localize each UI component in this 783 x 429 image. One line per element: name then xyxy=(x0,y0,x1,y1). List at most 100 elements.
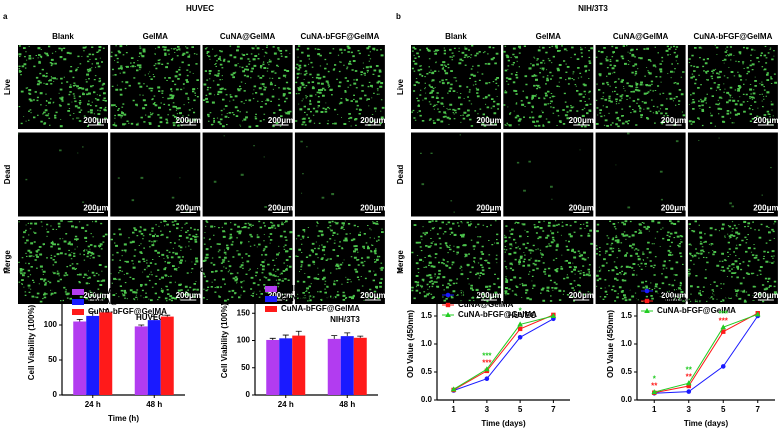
significance-label: ** xyxy=(686,365,693,374)
y-axis-label: Cell Viability (100%) xyxy=(27,304,36,380)
error-bar xyxy=(89,311,96,316)
legend-label: CuNA-bFGF@GelMA xyxy=(88,307,167,316)
bar xyxy=(134,326,148,395)
marker xyxy=(517,326,523,332)
scale-bar-label: 200μm xyxy=(476,291,501,300)
y-axis-label: OD Value (450nm) xyxy=(406,310,415,378)
y-tick-label: 200 xyxy=(237,281,251,290)
x-axis-label: Time (days) xyxy=(481,419,526,428)
error-bar xyxy=(151,316,158,321)
legend-label: CuNA@GelMA xyxy=(88,297,144,306)
cells xyxy=(110,220,199,302)
scale-bar-label: 200μm xyxy=(753,116,778,125)
micrograph xyxy=(411,132,501,217)
column-header: CuNA@GelMA xyxy=(220,32,276,41)
y-tick-label: 100 xyxy=(44,320,58,329)
significance-label: *** xyxy=(482,351,492,360)
significance-label: *** xyxy=(719,309,729,318)
cells xyxy=(411,220,501,303)
x-tick-label: 24 h xyxy=(278,400,294,409)
bar xyxy=(147,320,161,395)
significance-label: *** xyxy=(482,358,492,367)
error-bar xyxy=(344,332,351,337)
scale-bar-label: 200μm xyxy=(661,116,686,125)
scale-bar-label: 200μm xyxy=(83,204,108,213)
marker xyxy=(685,380,692,386)
chart-annotation: HUVEC xyxy=(136,313,164,322)
panel-title: NIH/3T3 xyxy=(578,4,608,13)
y-axis-label: Cell Viability (100%) xyxy=(220,302,229,378)
marker xyxy=(550,313,557,318)
x-tick-label: 48 h xyxy=(339,400,355,409)
scale-bar-label: 200μm xyxy=(360,291,385,300)
marker xyxy=(686,383,691,389)
scale-bar-label: 200μm xyxy=(753,204,778,213)
x-axis-label: Time (days) xyxy=(684,419,729,428)
marker xyxy=(651,389,658,395)
y-tick-label: 2.0 xyxy=(621,283,633,292)
cells xyxy=(18,45,107,128)
panel-letter: b xyxy=(396,12,401,21)
y-tick-label: 1.5 xyxy=(621,311,633,320)
marker xyxy=(754,311,761,317)
y-tick-label: 0.0 xyxy=(621,395,633,404)
legend-label: CuNA@GelMA xyxy=(458,300,514,309)
significance-label: * xyxy=(519,307,523,316)
panel-letter: e xyxy=(398,265,403,274)
error-bar xyxy=(76,319,83,322)
column-header: GelMA xyxy=(536,32,562,41)
x-tick-label: 3 xyxy=(485,405,490,414)
bar xyxy=(266,339,280,395)
panel-letter: d xyxy=(200,265,205,274)
scale-bar-label: 200μm xyxy=(176,116,201,125)
panel-letter: a xyxy=(3,12,8,21)
scale-bar-label: 200μm xyxy=(569,204,594,213)
row-label: Merge xyxy=(3,250,12,274)
x-tick-label: 3 xyxy=(687,405,692,414)
marker xyxy=(720,324,727,330)
micrograph xyxy=(595,132,686,217)
scale-bar-label: 200μm xyxy=(268,116,293,125)
marker xyxy=(644,298,650,304)
y-tick-label: 1.0 xyxy=(421,339,433,348)
x-tick-label: 1 xyxy=(652,405,657,414)
column-header: Blank xyxy=(445,32,467,41)
y-tick-label: 0.5 xyxy=(421,367,433,376)
bar xyxy=(327,338,341,395)
y-tick-label: 100 xyxy=(237,336,251,345)
y-tick-label: 0.5 xyxy=(621,367,633,376)
line xyxy=(654,315,759,394)
column-header: CuNA-bFGF@GelMA xyxy=(693,32,772,41)
panel-title: HUVEC xyxy=(186,4,214,13)
marker xyxy=(720,364,726,369)
legend-label: Blank xyxy=(657,286,679,295)
scale-bar-label: 200μm xyxy=(661,204,686,213)
scale-bar-label: 200μm xyxy=(268,291,293,300)
cells xyxy=(503,220,593,302)
y-axis-label: OD Value (450nm) xyxy=(606,310,615,378)
cells xyxy=(110,45,199,127)
scale-bar-label: 200μm xyxy=(569,116,594,125)
line xyxy=(453,315,554,390)
bar xyxy=(86,315,100,395)
marker xyxy=(644,288,650,294)
legend-swatch xyxy=(72,299,84,305)
legend-label: GelMA xyxy=(88,287,114,296)
chart-annotation: HUVEC xyxy=(508,311,536,320)
legend-label: CuNA@GelMA xyxy=(281,294,337,303)
column-header: Blank xyxy=(52,32,74,41)
error-bar xyxy=(331,335,338,339)
legend-swatch xyxy=(265,286,277,292)
row-label: Dead xyxy=(3,165,12,185)
marker xyxy=(445,312,451,317)
legend-swatch xyxy=(72,289,84,295)
bar xyxy=(279,338,293,395)
micrograph xyxy=(294,132,385,217)
legend-label: CuNA-bFGF@GelMA xyxy=(281,304,360,313)
scale-bar-label: 200μm xyxy=(569,291,594,300)
line xyxy=(453,314,554,391)
legend-label: CuNA-bFGF@GelMA xyxy=(657,306,736,315)
y-tick-label: 1.5 xyxy=(421,311,433,320)
bar xyxy=(73,321,87,395)
panel-letter: c xyxy=(3,265,8,274)
